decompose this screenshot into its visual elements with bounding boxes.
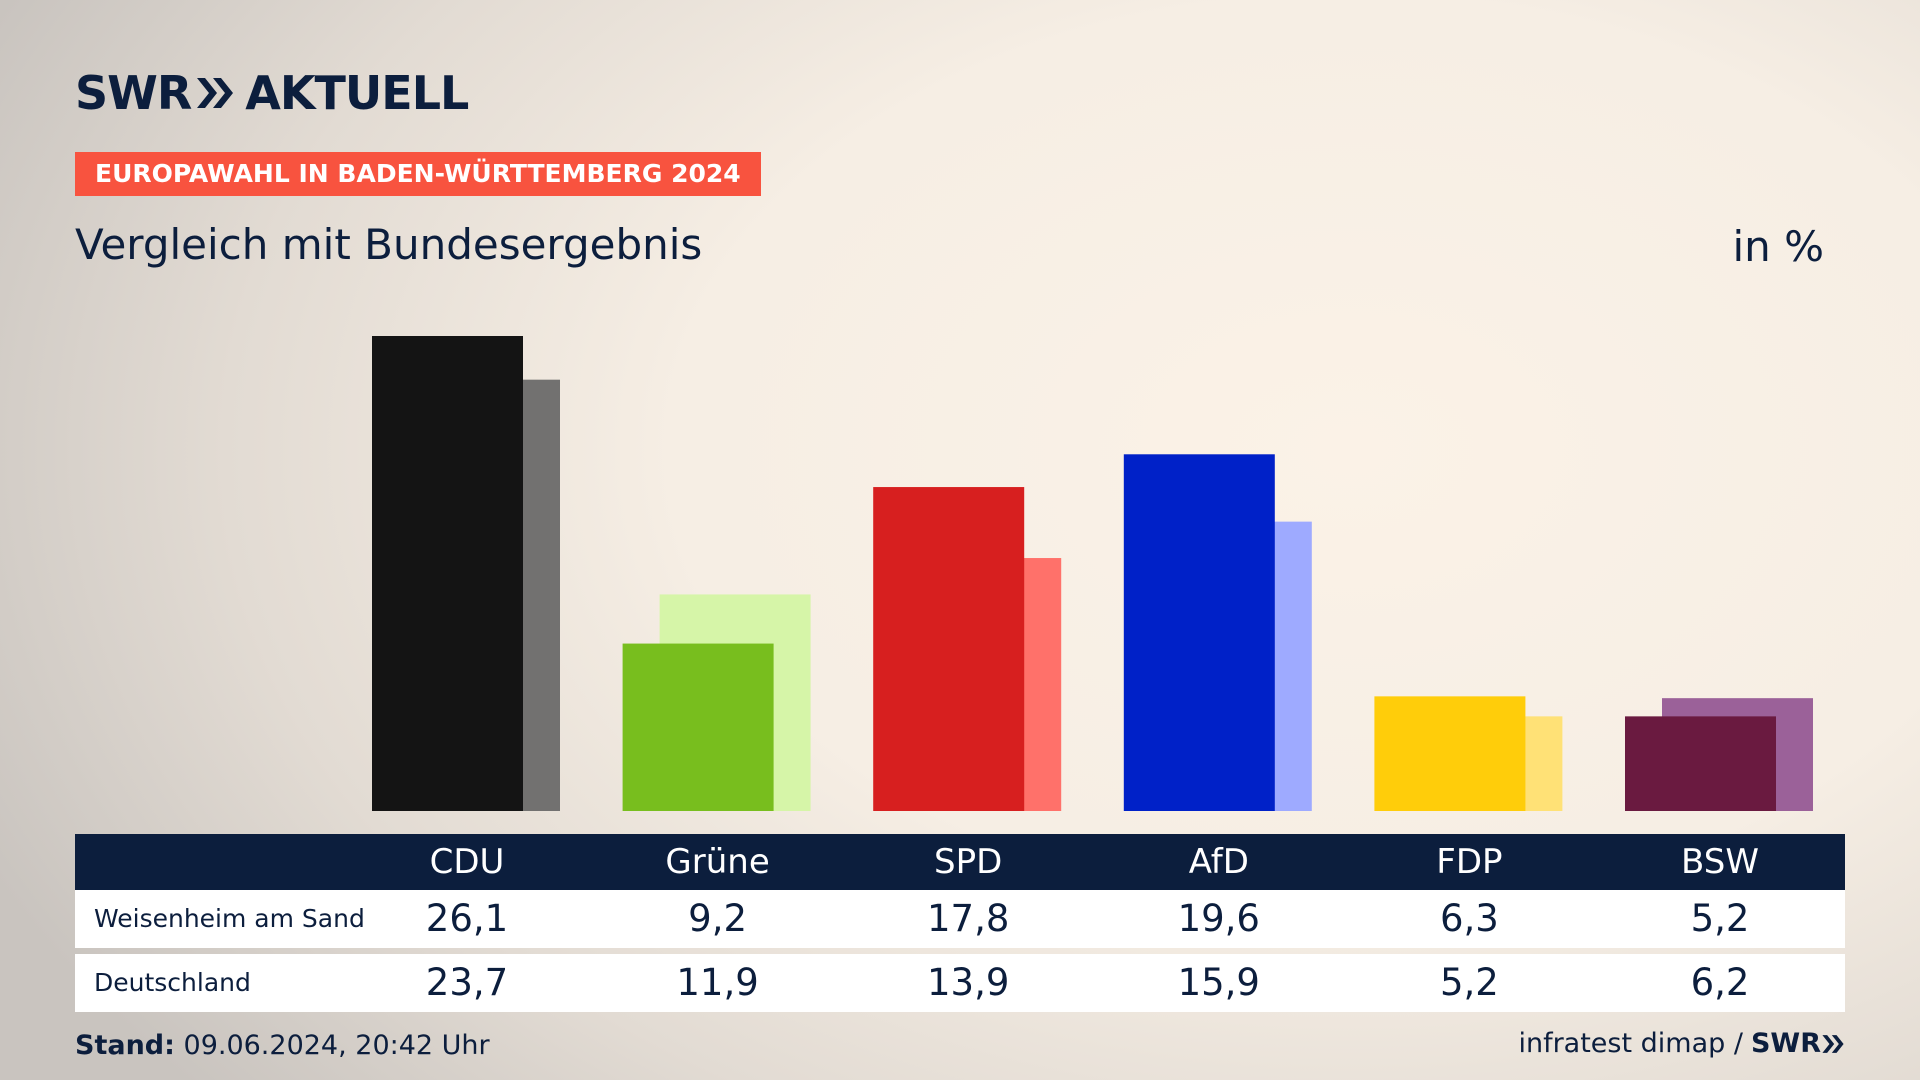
bar-local-4 bbox=[1374, 696, 1526, 811]
row-label-local: Weisenheim am Sand bbox=[94, 904, 365, 933]
table-cell: 26,1 bbox=[425, 897, 509, 940]
table-cell: 6,3 bbox=[1439, 897, 1499, 940]
table-cell: 9,2 bbox=[688, 897, 748, 940]
logo-word-swr: SWR bbox=[75, 66, 192, 120]
double-chevron-icon bbox=[1822, 1034, 1844, 1053]
party-header: BSW bbox=[1681, 842, 1759, 882]
swr-aktuell-logo: SWR AKTUELL bbox=[75, 66, 469, 120]
table-header: CDU Grüne SPD AfD FDP BSW bbox=[75, 834, 1845, 890]
table-cell: 5,2 bbox=[1690, 897, 1750, 940]
bar-local-3 bbox=[1123, 454, 1275, 811]
bar-local-1 bbox=[622, 643, 774, 811]
party-header: FDP bbox=[1436, 842, 1503, 882]
source-credit: infratest dimap / SWR bbox=[1518, 1028, 1845, 1059]
bar-local-2 bbox=[873, 487, 1025, 811]
table-cell: 15,9 bbox=[1177, 961, 1260, 1004]
election-tag: EUROPAWAHL IN BADEN-WÜRTTEMBERG 2024 bbox=[75, 152, 761, 196]
bar-local-5 bbox=[1625, 716, 1776, 811]
results-table: CDU Grüne SPD AfD FDP BSW Weisenheim am Sand … bbox=[75, 834, 1845, 1012]
double-chevron-icon bbox=[197, 78, 234, 108]
bar-local-0 bbox=[372, 336, 523, 811]
timestamp: Stand: 09.06.2024, 20:42 Uhr bbox=[75, 1030, 490, 1061]
party-header: Grüne bbox=[665, 842, 770, 882]
stand-value: 09.06.2024, 20:42 Uhr bbox=[183, 1030, 490, 1061]
row-label-national: Deutschland bbox=[94, 968, 251, 997]
party-header: CDU bbox=[429, 842, 505, 882]
table-cell: 23,7 bbox=[425, 961, 509, 1004]
chart-subtitle: Vergleich mit Bundesergebnis bbox=[75, 220, 703, 269]
swr-mini-logo: SWR bbox=[1751, 1028, 1845, 1059]
mini-logo-text: SWR bbox=[1750, 1028, 1821, 1059]
table-cell: 17,8 bbox=[926, 897, 1010, 940]
table-cell: 11,9 bbox=[676, 961, 759, 1004]
unit-label: in % bbox=[1732, 222, 1824, 271]
party-header: SPD bbox=[934, 842, 1003, 882]
table-cell: 5,2 bbox=[1439, 961, 1499, 1004]
table-row: Deutschland 23,7 11,9 13,9 15,9 5,2 6,2 bbox=[75, 954, 1845, 1012]
table-cell: 6,2 bbox=[1690, 961, 1750, 1004]
table-row: Weisenheim am Sand 26,1 9,2 17,8 19,6 6,3 5,2 bbox=[75, 890, 1845, 948]
stand-label: Stand: bbox=[75, 1030, 175, 1061]
source-text: infratest dimap / bbox=[1518, 1028, 1743, 1059]
bar-chart bbox=[372, 336, 1813, 811]
logo-word-aktuell: AKTUELL bbox=[245, 66, 469, 120]
table-cell: 19,6 bbox=[1177, 897, 1260, 940]
party-header: AfD bbox=[1188, 842, 1249, 882]
table-cell: 13,9 bbox=[926, 961, 1010, 1004]
